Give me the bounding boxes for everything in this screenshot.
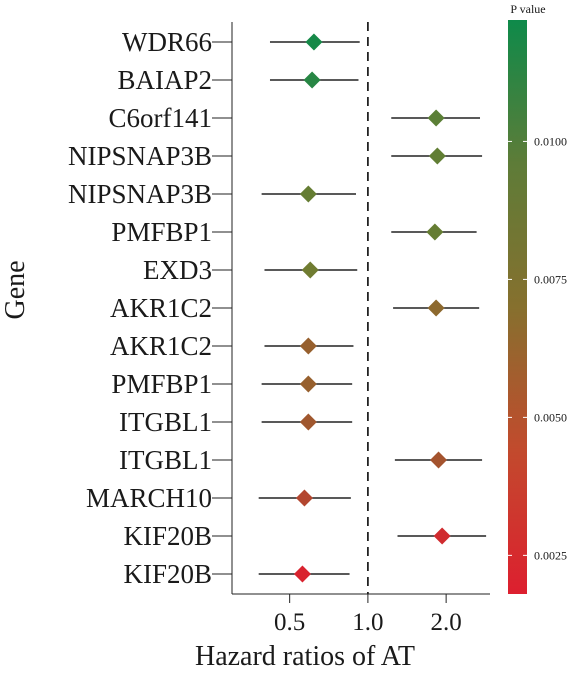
hr-point [303, 71, 321, 89]
hr-point [428, 147, 446, 165]
gene-label: AKR1C2 [110, 331, 212, 361]
hr-point [299, 185, 317, 203]
hr-point [299, 413, 317, 431]
colorbar-tick-label: 0.0100 [534, 134, 567, 148]
forest-row: KIF20B [123, 521, 487, 551]
gene-label: AKR1C2 [110, 293, 212, 323]
hr-point [426, 223, 444, 241]
forest-row: NIPSNAP3B [68, 179, 357, 209]
forest-row: NIPSNAP3B [68, 141, 483, 171]
hr-point [427, 299, 445, 317]
y-axis-title: Gene [0, 260, 31, 319]
hr-point [293, 565, 311, 583]
hr-point [301, 261, 319, 279]
gene-label: PMFBP1 [111, 369, 212, 399]
colorbar: P value 0.0100 0.0075 0.0050 0.0025 [508, 2, 567, 594]
colorbar-gradient [508, 20, 527, 594]
gene-label: KIF20B [123, 521, 212, 551]
hr-point [299, 375, 317, 393]
gene-label: ITGBL1 [119, 407, 212, 437]
hr-point [295, 489, 313, 507]
gene-label: EXD3 [143, 255, 212, 285]
forest-row: AKR1C2 [110, 293, 480, 323]
gene-label: ITGBL1 [119, 445, 212, 475]
x-tick-label: 2.0 [431, 609, 462, 636]
gene-label: NIPSNAP3B [68, 141, 212, 171]
forest-row: EXD3 [143, 255, 358, 285]
x-axis-ticks: 0.5 1.0 2.0 [274, 594, 462, 636]
colorbar-tick-label: 0.0075 [534, 272, 567, 286]
hr-point [433, 527, 451, 545]
plot-area: WDR66 BAIAP2 C6orf141 NIPSNAP3B NIPSNAP3B PMF… [68, 22, 490, 636]
colorbar-tick-label: 0.0050 [534, 410, 567, 424]
data-rows: WDR66 BAIAP2 C6orf141 NIPSNAP3B NIPSNAP3B PMF… [68, 27, 487, 589]
colorbar-title: P value [510, 2, 545, 16]
gene-label: WDR66 [122, 27, 212, 57]
forest-row: MARCH10 [86, 483, 351, 513]
gene-label: PMFBP1 [111, 217, 212, 247]
forest-row: BAIAP2 [117, 65, 359, 95]
forest-row: ITGBL1 [119, 407, 353, 437]
forest-row: PMFBP1 [111, 217, 477, 247]
hr-point [299, 337, 317, 355]
forest-row: PMFBP1 [111, 369, 353, 399]
forest-row: ITGBL1 [119, 445, 483, 475]
gene-label: BAIAP2 [117, 65, 212, 95]
colorbar-tick-label: 0.0025 [534, 548, 567, 562]
forest-row: C6orf141 [109, 103, 481, 133]
hr-point [430, 451, 448, 469]
gene-label: KIF20B [123, 559, 212, 589]
gene-label: NIPSNAP3B [68, 179, 212, 209]
x-axis-title: Hazard ratios of AT [195, 641, 415, 672]
forest-row: KIF20B [123, 559, 350, 589]
x-tick-label: 0.5 [274, 609, 305, 636]
hr-point [305, 33, 323, 51]
gene-label: MARCH10 [86, 483, 212, 513]
x-tick-label: 1.0 [352, 609, 383, 636]
colorbar-ticks: 0.0100 0.0075 0.0050 0.0025 [508, 134, 567, 562]
hr-point [427, 109, 445, 127]
forest-row: WDR66 [122, 27, 360, 57]
gene-label: C6orf141 [109, 103, 213, 133]
forest-row: AKR1C2 [110, 331, 354, 361]
